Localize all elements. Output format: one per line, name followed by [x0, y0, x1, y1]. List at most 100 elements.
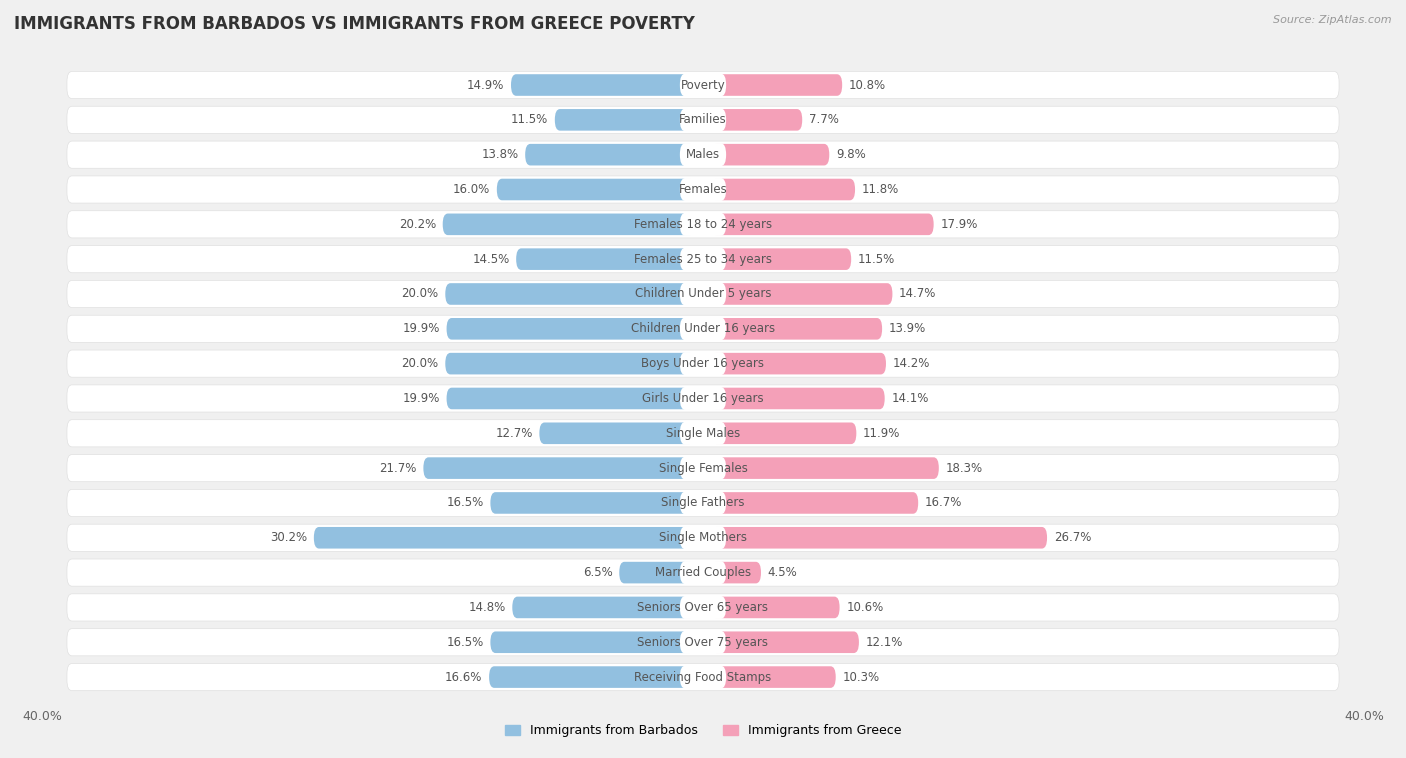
FancyBboxPatch shape — [491, 492, 695, 514]
FancyBboxPatch shape — [67, 455, 1339, 481]
FancyBboxPatch shape — [681, 491, 725, 515]
FancyBboxPatch shape — [711, 283, 893, 305]
FancyBboxPatch shape — [443, 214, 695, 235]
FancyBboxPatch shape — [491, 631, 695, 653]
Legend: Immigrants from Barbados, Immigrants from Greece: Immigrants from Barbados, Immigrants fro… — [505, 725, 901, 738]
FancyBboxPatch shape — [67, 663, 1339, 691]
Text: Females 25 to 34 years: Females 25 to 34 years — [634, 252, 772, 265]
Text: Girls Under 16 years: Girls Under 16 years — [643, 392, 763, 405]
FancyBboxPatch shape — [446, 352, 695, 374]
FancyBboxPatch shape — [67, 141, 1339, 168]
FancyBboxPatch shape — [711, 666, 835, 688]
Text: 16.7%: 16.7% — [925, 496, 962, 509]
FancyBboxPatch shape — [67, 559, 1339, 586]
FancyBboxPatch shape — [67, 628, 1339, 656]
Text: 13.9%: 13.9% — [889, 322, 927, 335]
FancyBboxPatch shape — [446, 283, 695, 305]
FancyBboxPatch shape — [711, 562, 761, 584]
Text: Single Males: Single Males — [666, 427, 740, 440]
FancyBboxPatch shape — [681, 283, 725, 305]
Text: 14.8%: 14.8% — [468, 601, 506, 614]
Text: Receiving Food Stamps: Receiving Food Stamps — [634, 671, 772, 684]
FancyBboxPatch shape — [711, 631, 859, 653]
FancyBboxPatch shape — [526, 144, 695, 165]
Text: 12.7%: 12.7% — [495, 427, 533, 440]
FancyBboxPatch shape — [67, 350, 1339, 377]
Text: 21.7%: 21.7% — [380, 462, 416, 475]
FancyBboxPatch shape — [711, 387, 884, 409]
FancyBboxPatch shape — [67, 490, 1339, 516]
Text: 16.5%: 16.5% — [447, 496, 484, 509]
Text: Source: ZipAtlas.com: Source: ZipAtlas.com — [1274, 15, 1392, 25]
Text: Poverty: Poverty — [681, 79, 725, 92]
Text: 16.5%: 16.5% — [447, 636, 484, 649]
Text: Females 18 to 24 years: Females 18 to 24 years — [634, 218, 772, 231]
Text: 20.0%: 20.0% — [402, 287, 439, 300]
FancyBboxPatch shape — [512, 597, 695, 619]
FancyBboxPatch shape — [711, 144, 830, 165]
FancyBboxPatch shape — [711, 492, 918, 514]
Text: Married Couples: Married Couples — [655, 566, 751, 579]
Text: Single Fathers: Single Fathers — [661, 496, 745, 509]
FancyBboxPatch shape — [67, 211, 1339, 238]
Text: Boys Under 16 years: Boys Under 16 years — [641, 357, 765, 370]
FancyBboxPatch shape — [67, 246, 1339, 273]
FancyBboxPatch shape — [681, 352, 725, 375]
Text: 16.0%: 16.0% — [453, 183, 491, 196]
FancyBboxPatch shape — [510, 74, 695, 96]
Text: 30.2%: 30.2% — [270, 531, 308, 544]
FancyBboxPatch shape — [681, 456, 725, 480]
FancyBboxPatch shape — [555, 109, 695, 130]
FancyBboxPatch shape — [681, 387, 725, 410]
Text: 19.9%: 19.9% — [402, 392, 440, 405]
FancyBboxPatch shape — [423, 457, 695, 479]
FancyBboxPatch shape — [67, 525, 1339, 551]
Text: Females: Females — [679, 183, 727, 196]
Text: Seniors Over 65 years: Seniors Over 65 years — [637, 601, 769, 614]
FancyBboxPatch shape — [681, 631, 725, 653]
Text: 26.7%: 26.7% — [1053, 531, 1091, 544]
FancyBboxPatch shape — [711, 527, 1047, 549]
Text: 14.9%: 14.9% — [467, 79, 505, 92]
FancyBboxPatch shape — [67, 71, 1339, 99]
Text: 14.2%: 14.2% — [893, 357, 929, 370]
Text: 11.8%: 11.8% — [862, 183, 898, 196]
FancyBboxPatch shape — [496, 179, 695, 200]
FancyBboxPatch shape — [681, 421, 725, 445]
FancyBboxPatch shape — [711, 422, 856, 444]
FancyBboxPatch shape — [711, 214, 934, 235]
FancyBboxPatch shape — [681, 318, 725, 340]
Text: 10.8%: 10.8% — [849, 79, 886, 92]
FancyBboxPatch shape — [67, 385, 1339, 412]
Text: 14.5%: 14.5% — [472, 252, 509, 265]
Text: 14.1%: 14.1% — [891, 392, 929, 405]
Text: 10.6%: 10.6% — [846, 601, 883, 614]
Text: 4.5%: 4.5% — [768, 566, 797, 579]
Text: 19.9%: 19.9% — [402, 322, 440, 335]
Text: 12.1%: 12.1% — [866, 636, 903, 649]
Text: 10.3%: 10.3% — [842, 671, 880, 684]
FancyBboxPatch shape — [711, 457, 939, 479]
Text: 13.8%: 13.8% — [481, 148, 519, 161]
Text: 11.5%: 11.5% — [858, 252, 896, 265]
FancyBboxPatch shape — [516, 249, 695, 270]
FancyBboxPatch shape — [711, 109, 803, 130]
FancyBboxPatch shape — [681, 143, 725, 166]
FancyBboxPatch shape — [314, 527, 695, 549]
FancyBboxPatch shape — [67, 280, 1339, 308]
Text: Seniors Over 75 years: Seniors Over 75 years — [637, 636, 769, 649]
Text: Families: Families — [679, 114, 727, 127]
FancyBboxPatch shape — [681, 178, 725, 201]
Text: Children Under 16 years: Children Under 16 years — [631, 322, 775, 335]
Text: 20.2%: 20.2% — [399, 218, 436, 231]
Text: 11.5%: 11.5% — [510, 114, 548, 127]
FancyBboxPatch shape — [447, 387, 695, 409]
FancyBboxPatch shape — [681, 666, 725, 688]
Text: 7.7%: 7.7% — [808, 114, 839, 127]
FancyBboxPatch shape — [711, 352, 886, 374]
Text: 17.9%: 17.9% — [941, 218, 977, 231]
FancyBboxPatch shape — [681, 596, 725, 619]
Text: 9.8%: 9.8% — [837, 148, 866, 161]
FancyBboxPatch shape — [711, 74, 842, 96]
Text: 18.3%: 18.3% — [945, 462, 983, 475]
